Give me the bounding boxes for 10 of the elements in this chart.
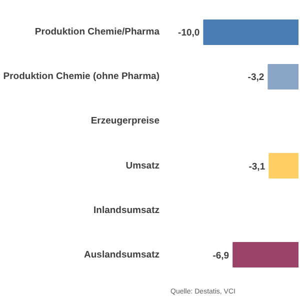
data-label: -3,2 — [248, 72, 264, 84]
y-tick-label: Erzeugerpreise — [90, 116, 160, 127]
y-tick-label: Produktion Chemie (ohne Pharma) — [3, 71, 160, 82]
y-tick-label: Umsatz — [126, 160, 160, 172]
y-tick-label: Inlandsumsatz — [94, 204, 160, 216]
data-label: -3,1 — [248, 161, 266, 172]
data-label: -10,0 — [178, 28, 200, 39]
data-label: -6,9 — [212, 250, 230, 262]
y-tick-label: Auslandsumsatz — [84, 249, 160, 260]
y-tick-label: Produktion Chemie/Pharma — [34, 26, 160, 38]
